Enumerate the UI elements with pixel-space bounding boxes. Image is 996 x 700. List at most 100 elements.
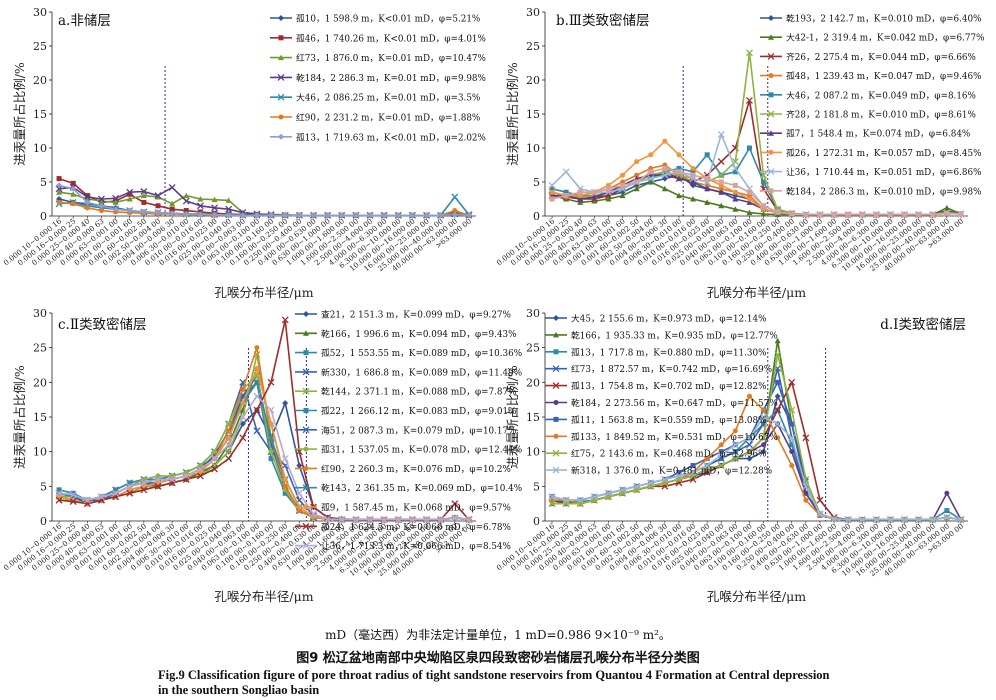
y-tick-label: 25 (526, 342, 540, 355)
data-point (254, 345, 260, 351)
data-point (844, 516, 852, 524)
data-point (775, 379, 781, 385)
data-point (675, 472, 683, 480)
legend-marker (302, 426, 310, 434)
data-point (775, 209, 781, 215)
data-point (451, 500, 459, 508)
legend-marker (768, 92, 774, 98)
data-point (718, 449, 724, 455)
data-point (690, 169, 696, 175)
data-point (169, 200, 176, 207)
data-point (225, 205, 233, 213)
data-point (253, 378, 261, 386)
data-point (690, 165, 696, 171)
legend-label: 孤13，1 754.8 m，K=0.702 mD，φ=12.82% (571, 380, 767, 392)
legend-label: 乾166，1 996.6 m，K=0.094 mD，φ=9.43% (321, 328, 517, 340)
data-point (56, 189, 63, 195)
data-point (563, 189, 569, 195)
data-point (225, 212, 232, 219)
data-point (69, 498, 77, 506)
data-point (56, 487, 62, 493)
data-point (548, 493, 556, 501)
data-point (296, 508, 302, 514)
data-point (745, 448, 753, 456)
data-point (789, 463, 795, 469)
data-point (127, 191, 133, 197)
data-point (183, 469, 189, 475)
data-point (745, 96, 753, 104)
data-point (296, 462, 303, 469)
data-point (140, 192, 147, 199)
data-point (437, 516, 445, 524)
data-point (409, 212, 416, 219)
y-tick-label: 15 (33, 411, 47, 424)
data-point (745, 434, 753, 442)
data-point (452, 208, 458, 214)
data-point (590, 493, 598, 501)
legend-label: 大45，2 155.6 m，K=0.973 mD，φ=12.14% (571, 313, 767, 325)
data-point (690, 196, 697, 202)
data-point (760, 448, 767, 455)
data-point (676, 152, 682, 158)
legend-item: 乾184，2 286.3 m，K=0.01 mD，φ=9.98% (270, 72, 486, 84)
data-point (929, 516, 937, 524)
legend-label: 大46，2 086.25 m，K=0.01 mD，φ=3.5% (296, 92, 480, 104)
data-point (394, 516, 402, 524)
legend-label: 海51，2 087.3 m，K=0.079 mD，φ=10.17% (321, 424, 517, 436)
y-tick-label: 10 (33, 446, 47, 459)
data-point (55, 489, 63, 497)
legend-marker (302, 542, 310, 550)
data-point (282, 483, 288, 489)
series-6 (56, 182, 472, 219)
data-point (774, 420, 782, 428)
legend-item: 孤13，1 717.8 m，K=0.880 mD，φ=11.30% (545, 346, 767, 358)
y-tick-label: 5 (533, 176, 540, 189)
x-axis-title: 孔喉分布半径/μm (707, 285, 806, 300)
data-point (211, 465, 218, 473)
legend-marker (767, 110, 775, 118)
data-point (943, 514, 951, 521)
data-point (140, 479, 148, 487)
legend-marker (278, 15, 284, 21)
data-point (620, 182, 626, 188)
data-point (126, 489, 134, 497)
legend-label: 新330，1 686.8 m，K=0.089 mD，φ=11.49% (321, 366, 522, 378)
legend-marker (768, 34, 774, 40)
data-point (886, 516, 894, 524)
data-point (282, 212, 289, 219)
data-point (604, 489, 612, 497)
legend-marker (553, 433, 559, 439)
data-point (817, 212, 823, 218)
data-point (802, 434, 810, 442)
data-point (761, 407, 767, 413)
y-tick-label: 5 (533, 480, 540, 493)
data-point (789, 442, 795, 448)
data-point (225, 441, 233, 449)
data-point (648, 152, 654, 158)
data-point (690, 172, 696, 178)
legend-marker (277, 93, 285, 101)
legend-label: 孤133，1 849.52 m，K=0.531 mD，φ=10.67% (571, 431, 778, 443)
legend-item: 孤13，1 719.63 m，K<0.01 mD，φ=2.02% (270, 131, 486, 143)
data-point (83, 193, 91, 201)
data-point (56, 199, 62, 205)
data-point (802, 482, 810, 490)
y-axis-title: 进汞量所占比例/% (505, 365, 520, 469)
data-point (662, 165, 668, 171)
data-point (451, 193, 459, 201)
legend-marker (302, 368, 310, 376)
data-point (182, 197, 190, 205)
data-point (352, 212, 359, 219)
legend-item: 大46，2 087.2 m，K=0.049 mD，φ=8.16% (760, 89, 976, 101)
data-point (647, 479, 655, 487)
data-point (84, 193, 90, 199)
data-point (704, 185, 711, 192)
data-point (69, 491, 77, 499)
data-point (98, 493, 105, 501)
y-axis-title: 进汞量所占比例/% (505, 62, 520, 166)
data-point (70, 185, 77, 192)
data-point (958, 211, 964, 217)
data-point (746, 209, 753, 216)
data-point (788, 378, 796, 386)
data-point (549, 186, 555, 192)
